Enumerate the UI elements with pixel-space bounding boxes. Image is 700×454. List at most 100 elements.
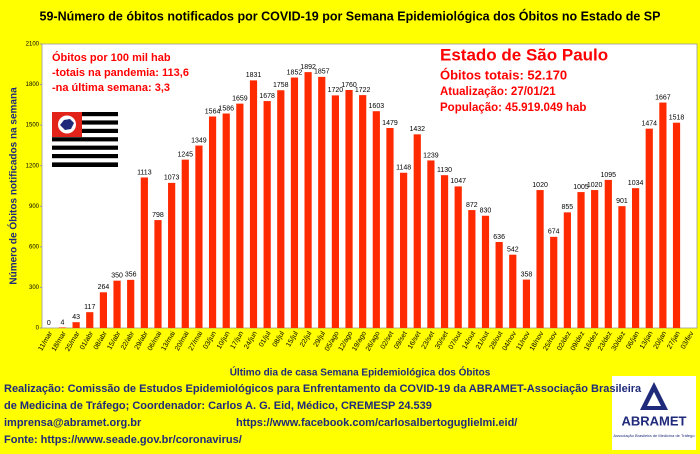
y-tick-label: 300 [29,285,40,291]
bar [345,89,353,328]
data-label: 798 [152,212,164,219]
bar [290,77,299,328]
data-label: 830 [480,208,492,215]
bar [263,101,271,329]
data-label: 542 [507,247,519,254]
note-heading: Estado de São Paulo [440,45,608,64]
note-left: -totais na pandemia: 113,6 [52,67,189,79]
footer-facebook[interactable]: https://www.facebook.com/carlosalbertogu… [236,417,517,429]
flag-stripe [52,133,118,138]
data-label: 1034 [628,180,644,187]
bar [154,220,162,328]
data-label: 0 [47,320,51,327]
bar [631,188,640,328]
note-right: Óbitos totais: 52.170 [440,67,567,82]
data-label: 1678 [259,93,275,100]
bar [400,172,408,328]
data-label: 1722 [355,87,371,94]
data-label: 1005 [573,184,589,191]
footer-line: Realização: Comissão de Estudos Epidemio… [4,383,642,395]
data-label: 1758 [273,82,289,89]
data-label: 117 [84,304,95,311]
data-label: 1852 [287,69,303,76]
y-tick-label: 1800 [26,82,40,88]
data-label: 1047 [450,178,466,185]
plot-area [41,43,698,329]
data-label: 1113 [137,169,152,176]
bar [413,134,421,328]
note-left: Óbitos por 100 mil hab [52,51,171,64]
data-label: 1857 [314,69,330,76]
bar [468,210,476,328]
bar [386,127,394,329]
bar [536,190,544,328]
bar [604,179,612,328]
footer-line: de Medicina de Tráfego; Coordenador: Car… [4,400,432,412]
data-label: 358 [521,271,533,278]
data-label: 1474 [641,121,657,128]
y-tick-label: 900 [29,204,40,210]
bar [86,312,94,328]
data-label: 1020 [532,182,548,189]
bar [563,212,571,328]
note-left: -na última semana: 3,3 [52,82,170,94]
flag-map [60,119,74,130]
data-label: 1073 [164,175,180,182]
bar [481,215,490,328]
data-label: 1020 [587,182,603,189]
logo-mark-inner [647,392,661,406]
data-label: 350 [111,273,123,280]
footer-email: imprensa@abramet.org.br [4,417,142,429]
x-axis-label: Último dia de casa Semana Epidemiológica… [230,366,491,379]
bar [550,236,558,328]
data-label: 636 [493,234,505,241]
bar [222,113,230,328]
bar [304,72,312,329]
flag-stripe [52,116,118,121]
logo-name: ABRAMET [622,413,687,428]
bar [249,80,258,328]
data-label: 1432 [409,126,425,133]
y-tick-label: 0 [36,326,40,332]
bar [509,254,517,328]
data-label: 1667 [655,94,671,101]
bar [58,327,67,328]
data-label: 872 [466,202,478,209]
footer-source: Fonte: https://www.seade.gov.br/coronavi… [4,434,242,446]
logo: ABRAMET Associação Brasileira de Medicin… [612,376,696,450]
bar [195,145,203,328]
bar [591,190,599,328]
bar [140,177,148,328]
bar [168,182,176,328]
data-label: 1245 [177,151,193,158]
y-tick-label: 1500 [26,123,40,129]
data-label: 1479 [382,120,398,127]
data-label: 1518 [669,115,685,122]
bar [427,160,435,328]
bar [359,95,367,329]
bar [72,322,80,328]
bar [454,186,462,328]
y-tick-label: 1200 [26,163,40,169]
data-label: 4 [61,319,65,326]
bar [208,116,217,329]
y-tick-label: 2100 [26,42,40,48]
data-label: 1148 [396,165,411,172]
chart-title: 59-Número de óbitos notificados por COVI… [40,8,661,23]
bar [318,76,326,328]
bar [672,122,681,328]
data-label: 1239 [423,152,439,159]
bar [618,206,626,328]
bar [99,292,108,328]
data-label: 674 [548,229,560,236]
data-label: 1603 [369,103,385,110]
data-label: 1586 [218,105,234,112]
bar [113,280,121,328]
note-right: População: 45.919.049 hab [440,102,586,114]
flag-stripe [52,158,118,163]
y-tick-label: 600 [29,244,40,250]
bar [495,241,503,328]
bar [127,279,135,328]
flag-stripe [52,149,118,154]
